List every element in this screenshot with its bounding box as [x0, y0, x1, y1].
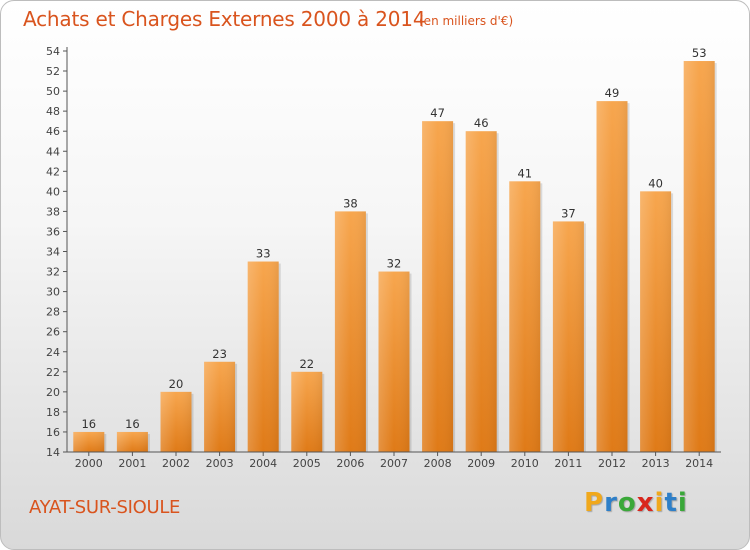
bar-shine — [552, 221, 584, 452]
bar-value-label: 46 — [474, 116, 489, 130]
x-tick-label: 2008 — [424, 457, 452, 470]
y-tick-label: 46 — [46, 125, 60, 138]
x-tick-label: 2004 — [249, 457, 277, 470]
y-tick-label: 36 — [46, 225, 60, 238]
y-tick-label: 42 — [46, 165, 60, 178]
y-tick-label: 48 — [46, 105, 60, 118]
y-axis: 14 16 18 20 22 24 26 28 30 32 34 36 38 40 42 44 46 48 50 52… — [46, 45, 68, 459]
y-tick-label: 34 — [46, 246, 60, 259]
x-tick-label: 2014 — [685, 457, 713, 470]
bar-value-label: 37 — [561, 206, 576, 220]
bar-shine — [596, 101, 628, 452]
x-tick-label: 2013 — [642, 457, 670, 470]
x-tick-label: 2003 — [206, 457, 234, 470]
bar-shine — [683, 61, 715, 453]
x-tick-label: 2001 — [118, 457, 146, 470]
y-tick-label: 18 — [46, 406, 60, 419]
logo-letter: o — [617, 488, 637, 518]
logo-letter: P — [584, 488, 605, 518]
bar-shine — [116, 431, 148, 452]
bar-shine — [204, 361, 236, 452]
y-tick-label: 30 — [46, 286, 60, 299]
bar-value-label: 47 — [430, 106, 445, 120]
logo-letter: r — [604, 488, 618, 518]
logo-letter: t — [664, 488, 678, 518]
bar-value-label: 53 — [692, 46, 707, 60]
bar-value-label: 20 — [169, 377, 184, 391]
logo-letter: i — [654, 488, 665, 518]
y-tick-label: 28 — [46, 306, 60, 319]
y-tick-label: 54 — [46, 45, 60, 58]
bar-shine — [640, 191, 672, 452]
bar-value-label: 33 — [256, 247, 271, 261]
x-tick-label: 2009 — [467, 457, 495, 470]
x-tick-label: 2006 — [336, 457, 364, 470]
x-tick-label: 2012 — [598, 457, 626, 470]
y-tick-label: 32 — [46, 266, 60, 279]
y-tick-label: 38 — [46, 205, 60, 218]
bar-value-label: 40 — [648, 176, 663, 190]
bar-value-label: 23 — [212, 347, 227, 361]
bar-shine — [247, 261, 279, 452]
bars: 16 16 20 23 33 22 38 32 47 46 41 37 49 40 53 — [73, 46, 717, 453]
chart-unit: (en milliers d'€) — [419, 14, 514, 28]
y-tick-label: 40 — [46, 185, 60, 198]
bar-shine — [378, 271, 410, 452]
y-tick-label: 52 — [46, 65, 60, 78]
proxiti-logo: Proxiti — [584, 488, 688, 518]
bar-shine — [334, 211, 366, 452]
bar-shine — [73, 431, 105, 452]
bar-shine — [465, 131, 497, 452]
bar-shine — [160, 391, 192, 452]
bar-shine — [291, 371, 323, 452]
y-tick-label: 22 — [46, 366, 60, 379]
bar-shine — [422, 121, 454, 453]
chart-title: Achats et Charges Externes 2000 à 2014 — [23, 7, 426, 31]
x-tick-label: 2010 — [511, 457, 539, 470]
x-tick-label: 2007 — [380, 457, 408, 470]
bar-value-label: 16 — [125, 417, 140, 431]
y-tick-label: 14 — [46, 446, 60, 459]
x-tick-label: 2000 — [75, 457, 103, 470]
bar-value-label: 38 — [343, 196, 358, 210]
bar-shine — [509, 181, 541, 452]
commune-name: AYAT-SUR-SIOULE — [29, 497, 181, 518]
x-tick-label: 2011 — [554, 457, 582, 470]
y-tick-label: 20 — [46, 386, 60, 399]
y-tick-label: 16 — [46, 426, 60, 439]
bar-value-label: 16 — [81, 417, 96, 431]
x-axis: 2000 2001 2002 2003 2004 2005 2006 2007 2008 2009… — [67, 451, 721, 470]
y-tick-label: 24 — [46, 346, 60, 359]
y-tick-label: 50 — [46, 85, 60, 98]
bar-value-label: 41 — [517, 166, 532, 180]
logo-letter: i — [677, 488, 688, 518]
x-tick-label: 2005 — [293, 457, 321, 470]
logo-letter: x — [636, 488, 655, 518]
y-tick-label: 26 — [46, 326, 60, 339]
y-tick-label: 44 — [46, 145, 60, 158]
bar-value-label: 32 — [387, 257, 402, 271]
bar-value-label: 22 — [299, 357, 314, 371]
x-tick-label: 2002 — [162, 457, 190, 470]
bar-value-label: 49 — [605, 86, 620, 100]
